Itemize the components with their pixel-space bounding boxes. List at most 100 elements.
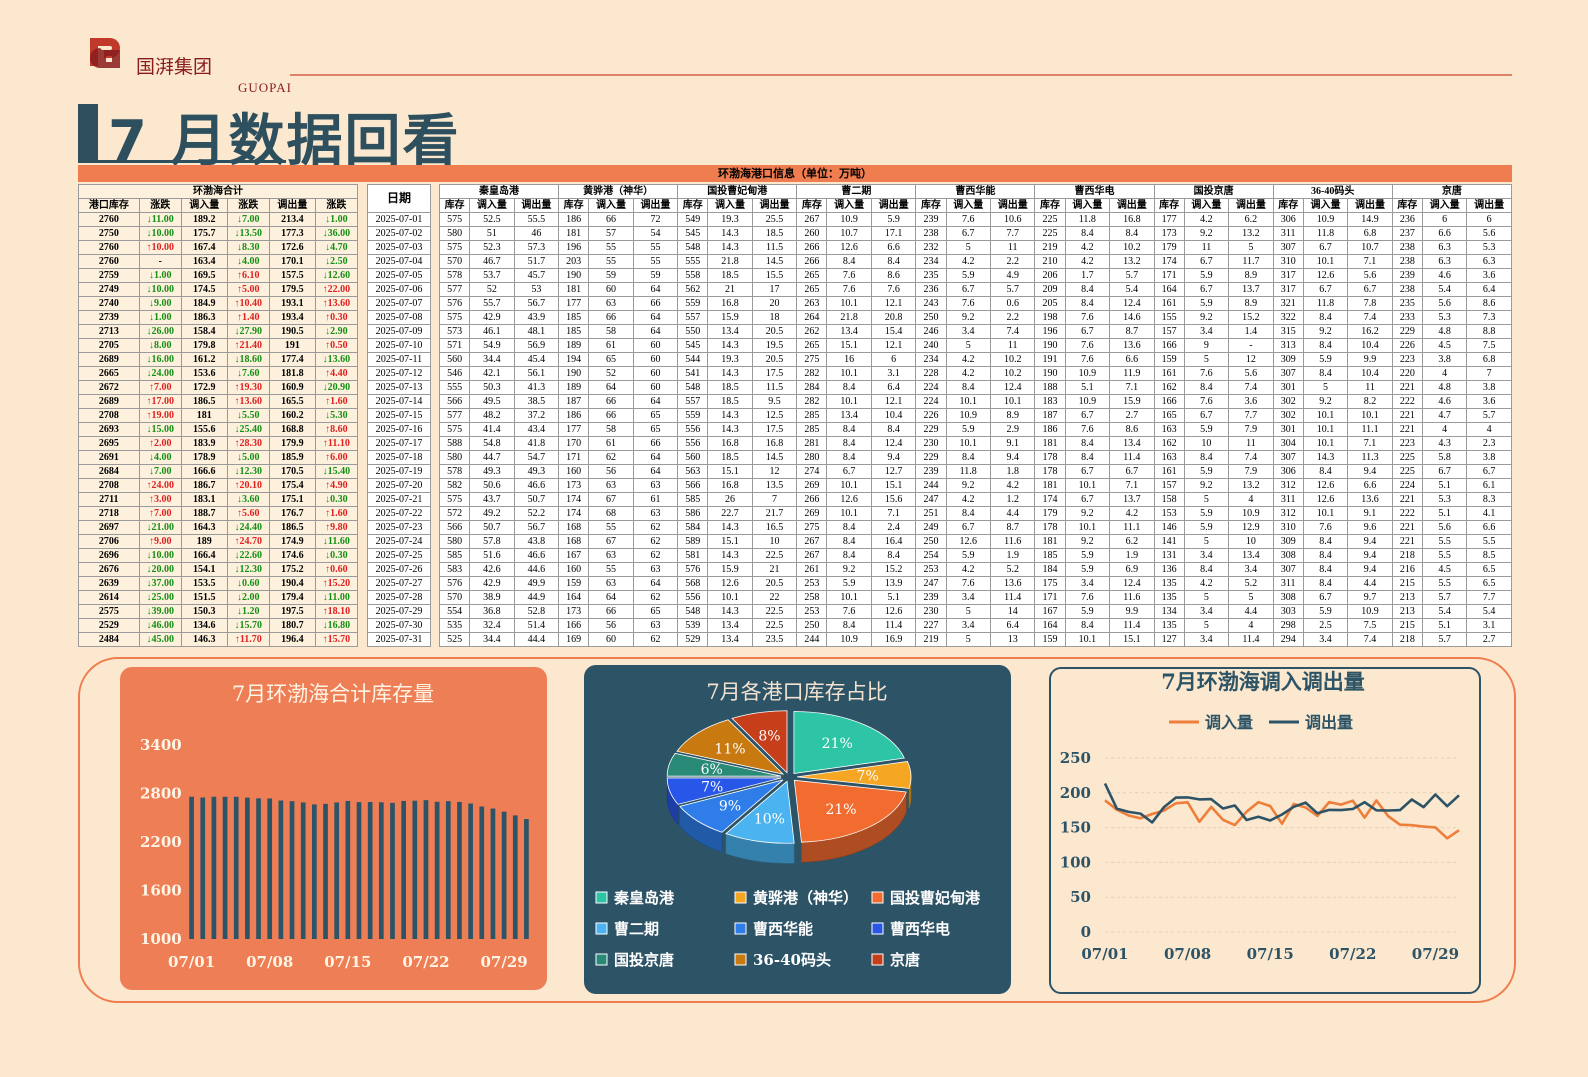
date-cell: 2025-07-01 — [367, 212, 431, 227]
table-cell: 14.3 — [707, 422, 753, 437]
table-cell: 264 — [796, 310, 828, 325]
table-cell: 72 — [632, 212, 679, 227]
table-cell: 161.2 — [180, 352, 228, 367]
table-cell: 250 — [915, 534, 947, 549]
table-cell: 18.5 — [707, 450, 753, 465]
table-cell: 12.7 — [870, 464, 917, 479]
table-row: 2025-07-07 — [367, 296, 431, 311]
table-cell: 181.8 — [268, 366, 316, 381]
table-cell: 12.6 — [826, 492, 872, 507]
pie-slice-label: 7% — [857, 769, 879, 785]
table-cell: 573 — [438, 324, 471, 339]
table-cell: 14.5 — [751, 254, 798, 269]
table-cell: 44.9 — [513, 590, 560, 605]
table-cell: 575 — [438, 422, 471, 437]
table-cell: 170.5 — [268, 464, 316, 479]
column-header: 库存 — [558, 198, 590, 213]
y-tick-label: 1600 — [140, 882, 182, 900]
table-cell: 127 — [1153, 632, 1185, 647]
table-cell: 66 — [632, 296, 679, 311]
table-cell: 225 — [1391, 450, 1423, 465]
bar — [211, 796, 217, 939]
table-cell: 4.4 — [1228, 604, 1274, 619]
table-cell: 5.6 — [1421, 520, 1468, 535]
table-cell: 253 — [796, 576, 828, 591]
table-cell: ↓8.30 — [226, 240, 270, 255]
table-row: 2025-07-23 — [367, 520, 431, 535]
table-cell: 282 — [796, 366, 828, 381]
table-cell: 11.3 — [1347, 450, 1393, 465]
table-cell: ↑19.30 — [226, 380, 270, 395]
table-cell: 4.4 — [1347, 576, 1393, 591]
x-tick-label: 07/01 — [168, 953, 215, 971]
table-cell: 2614 — [78, 590, 140, 605]
table-cell: 190.4 — [268, 576, 316, 591]
date-cell: 2025-07-16 — [367, 422, 431, 437]
company-logo-icon — [90, 38, 120, 68]
table-cell: 15.2 — [1228, 310, 1274, 325]
table-cell: ↓1.00 — [314, 212, 359, 227]
table-cell: 14.3 — [707, 338, 753, 353]
table-cell: 5 — [1183, 618, 1230, 633]
table-cell: 239 — [915, 212, 947, 227]
table-cell: ↑1.60 — [314, 506, 359, 521]
table-cell: 9.2 — [945, 310, 991, 325]
table-cell: 34.4 — [469, 632, 515, 647]
table-cell: 265 — [796, 282, 828, 297]
table-cell: 9.9 — [1109, 604, 1155, 619]
table-cell: 57.8 — [469, 534, 515, 549]
table-cell: 50.7 — [513, 492, 560, 507]
table-cell: 177.3 — [268, 226, 316, 241]
table-cell: 186 — [558, 212, 590, 227]
table-cell: 7.6 — [945, 296, 991, 311]
table-cell: 8.7 — [1109, 324, 1155, 339]
table-cell: ↑13.60 — [314, 296, 359, 311]
table-cell: 38.9 — [469, 590, 515, 605]
table-cell: 11.4 — [1109, 450, 1155, 465]
table-cell: 6.6 — [1466, 520, 1512, 535]
port-header: 36-40码头 — [1272, 184, 1393, 199]
table-cell: 267 — [796, 534, 828, 549]
bar — [256, 798, 261, 939]
table-row: 585 51.6 46.6 167 63 62 581 14.3 22.5 267 8.4 8.4 25… — [438, 548, 1512, 563]
table-cell: 274 — [796, 464, 828, 479]
table-cell: ↑11.70 — [226, 632, 270, 647]
table-row: 566 50.7 56.7 168 55 62 584 14.3 16.5 275 8.4 2.4 24… — [438, 520, 1512, 535]
date-cell: 2025-07-12 — [367, 366, 431, 381]
table-cell: 7.6 — [1302, 520, 1349, 535]
table-cell: 3.4 — [945, 618, 991, 633]
table-row: 2025-07-21 — [367, 492, 431, 507]
table-cell: 11.8 — [1064, 212, 1111, 227]
table-cell: 153.6 — [180, 366, 228, 381]
table-cell: ↑21.40 — [226, 338, 270, 353]
table-cell: 5.1 — [1064, 380, 1111, 395]
table-cell: 2718 — [78, 506, 140, 521]
table-cell: 583 — [438, 562, 471, 577]
table-cell: 163 — [1153, 422, 1185, 437]
table-cell: 12.4 — [1109, 296, 1155, 311]
table-row: 2672 ↑7.00 172.9 ↑19.30 160.9 ↓20.90 — [78, 380, 359, 395]
y-tick-label: 2200 — [140, 833, 182, 851]
table-cell: 577 — [438, 282, 471, 297]
table-cell: 170 — [558, 436, 590, 451]
table-cell: 10.9 — [826, 212, 872, 227]
table-cell: 4.9 — [989, 268, 1036, 283]
table-cell: 312 — [1272, 506, 1304, 521]
table-cell: 160.2 — [268, 408, 316, 423]
table-cell: 54.8 — [469, 436, 515, 451]
table-cell: 5 — [945, 604, 991, 619]
table-cell: 181 — [558, 226, 590, 241]
table-cell: 2672 — [78, 380, 140, 395]
table-cell: 135 — [1153, 590, 1185, 605]
table-cell: 55.7 — [469, 296, 515, 311]
table-cell: 10.1 — [826, 394, 872, 409]
table-cell: 6.8 — [1466, 352, 1512, 367]
table-cell: ↓15.00 — [138, 422, 182, 437]
table-cell: 6.7 — [1183, 408, 1230, 423]
table-cell: 190 — [1034, 338, 1066, 353]
table-cell: 3.6 — [1228, 394, 1274, 409]
bar — [490, 808, 496, 939]
bar — [524, 819, 529, 939]
date-cell: 2025-07-10 — [367, 338, 431, 353]
table-cell: 141 — [1153, 534, 1185, 549]
